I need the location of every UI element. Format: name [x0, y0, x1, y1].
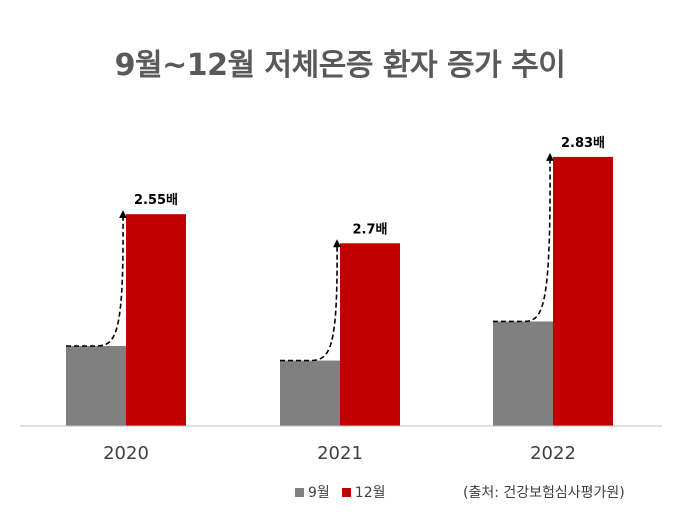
bar-september-2021 [280, 360, 340, 426]
growth-arrow-2021 [280, 239, 342, 362]
legend-swatch-september [295, 487, 304, 497]
legend: 9월 12월 [295, 482, 398, 502]
x-tick-label-2020: 2020 [103, 443, 149, 464]
legend-item-september: 9월 [295, 482, 330, 502]
growth-label-2022: 2.83배 [561, 135, 605, 151]
bar-december-2021 [340, 243, 400, 426]
growth-arrow-2020 [66, 210, 128, 347]
legend-label-september: 9월 [308, 485, 330, 501]
bar-december-2022 [553, 156, 613, 426]
bar-september-2022 [493, 321, 553, 426]
bar-december-2020 [126, 214, 186, 426]
bar-september-2020 [66, 346, 126, 426]
x-tick-label-2022: 2022 [530, 443, 576, 464]
growth-label-2021: 2.7배 [353, 221, 388, 237]
legend-item-december: 12월 [341, 482, 386, 502]
legend-swatch-december [341, 487, 351, 497]
source-note: (출처: 건강보험심사평가원) [463, 485, 625, 501]
growth-arrow-2022 [493, 152, 555, 323]
x-tick-label-2021: 2021 [317, 443, 363, 464]
legend-label-december: 12월 [354, 485, 386, 501]
growth-label-2020: 2.55배 [134, 192, 178, 208]
chart-title: 9월~12월 저체온증 환자 증가 추이 [114, 48, 566, 83]
